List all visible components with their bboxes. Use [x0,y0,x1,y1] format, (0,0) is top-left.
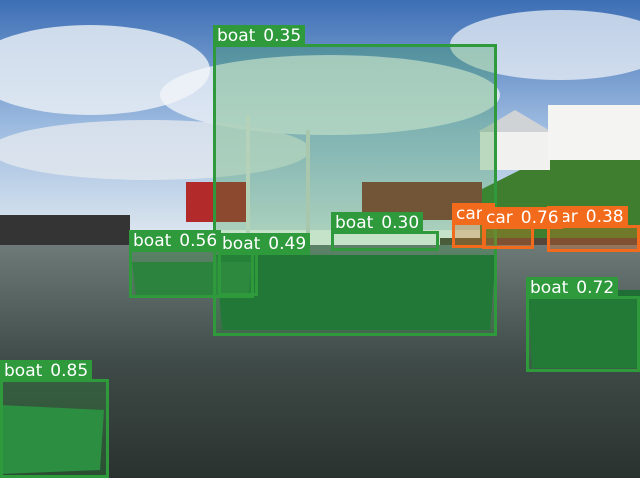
detection-car-2: car 0.76 [482,207,563,249]
cloud [0,120,310,180]
detection-label: boat 0.72 [526,277,619,299]
detection-label: car 0.38 [547,206,628,228]
boat-hull-right [528,290,640,368]
detection-mask [216,47,494,333]
detection-boat-right: boat 0.72 [526,277,640,372]
house-white-large [548,105,640,160]
detection-mask [529,299,637,369]
detection-car-1: car [452,203,495,248]
detection-boat-bottom-left: boat 0.85 [0,360,109,478]
detection-car-3: car 0.38 [547,206,640,252]
detection-boat-middle: boat 0.49 [218,233,311,296]
detection-boat-large: boat 0.35 [213,25,497,336]
detection-label: boat 0.30 [331,212,424,234]
detection-mask [485,229,531,246]
detection-label: car 0.76 [482,207,563,229]
boat-hull-bottom-left [0,405,104,474]
detection-mask [3,382,106,475]
detection-label: boat 0.35 [213,25,306,47]
house-white [480,130,550,170]
cloud [0,25,210,115]
detection-boat-left: boat 0.56 [129,230,254,298]
detection-label: boat 0.49 [218,233,311,255]
red-shed [186,182,246,222]
cloud [450,10,640,80]
boat-hull-left [132,262,252,296]
detection-mask [455,225,483,245]
boat-hull-large [216,255,496,330]
detection-label: boat 0.85 [0,360,93,382]
detection-mask [132,252,251,295]
mast [306,130,310,240]
detection-label: boat 0.56 [129,230,222,252]
mast [246,115,250,235]
detection-mask [550,228,637,249]
detection-boat-mast: boat 0.30 [331,212,439,251]
cloud [160,55,500,135]
